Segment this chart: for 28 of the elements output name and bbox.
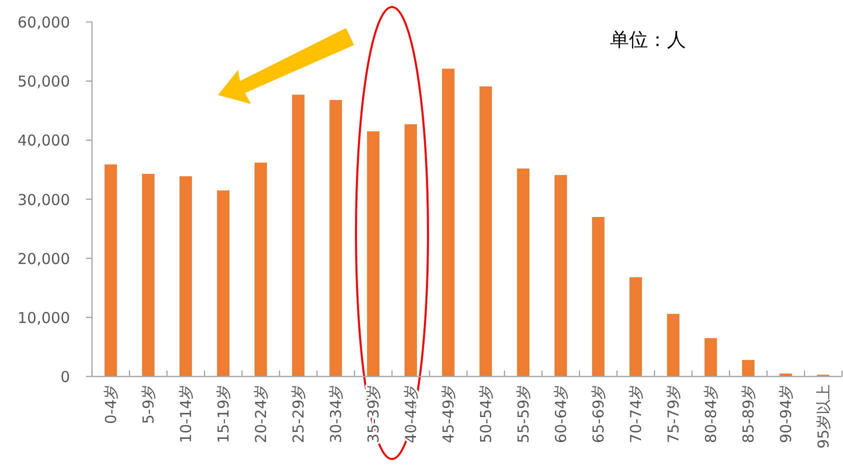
x-tick-label: 55-59岁	[514, 384, 532, 444]
x-tick-label: 40-44岁	[402, 384, 420, 444]
x-tick-label: 70-74岁	[626, 384, 645, 444]
x-tick-label: 85-89岁	[739, 384, 758, 444]
x-tick-label: 15-19岁	[214, 384, 232, 444]
y-tick-label: 30,000	[18, 190, 70, 209]
x-tick-label: 30-34岁	[326, 384, 345, 444]
x-tick-label: 45-49岁	[439, 384, 458, 444]
y-tick-label: 40,000	[18, 132, 70, 150]
annotation: 单位：人	[610, 29, 686, 51]
y-tick-label: 0	[60, 368, 70, 386]
x-tick-label: 25-29岁	[289, 384, 308, 444]
y-tick-label: 50,000	[18, 72, 70, 91]
x-tick-label: 10-14岁	[176, 384, 195, 444]
x-tick-label: 90-94岁	[776, 384, 795, 444]
x-tick-label: 65-69岁	[589, 384, 608, 444]
y-tick-label: 20,000	[18, 250, 70, 268]
x-tick-label: 95岁以上	[814, 384, 832, 449]
x-tick-label: 5-9岁	[139, 384, 158, 424]
x-tick-label: 35-39岁	[364, 384, 382, 444]
x-tick-label: 80-84岁	[702, 384, 720, 444]
x-tick-label: 0-4岁	[102, 384, 120, 424]
y-tick-label: 60,000	[18, 14, 70, 32]
x-tick-label: 20-24岁	[252, 384, 270, 444]
y-tick-label: 10,000	[18, 308, 70, 327]
x-tick-label: 60-64岁	[552, 384, 570, 444]
x-tick-label: 50-54岁	[476, 384, 495, 444]
x-tick-label: 75-79岁	[664, 384, 682, 444]
